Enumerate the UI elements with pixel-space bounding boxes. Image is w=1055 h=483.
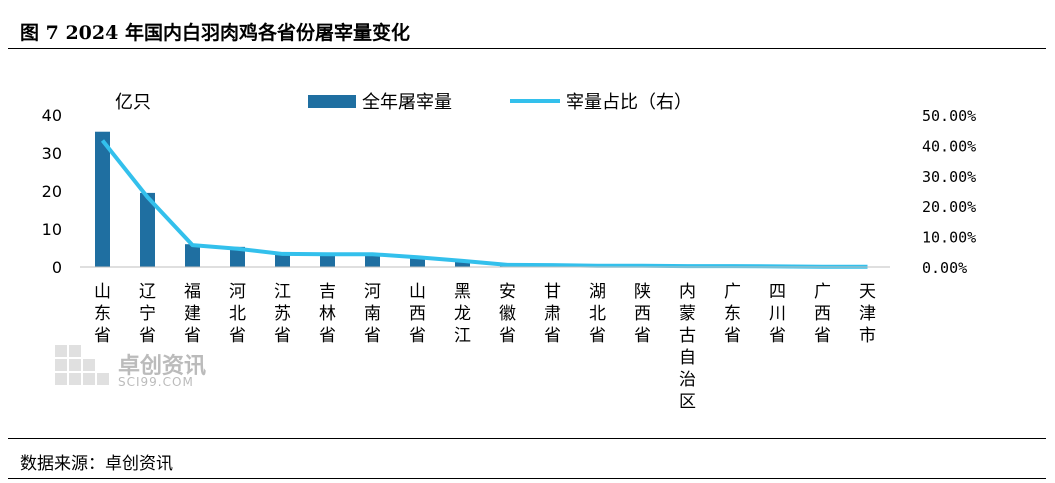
bottom-rule xyxy=(8,438,1046,439)
x-tick-label: 吉林省 xyxy=(319,282,336,346)
watermark-sub: SCI99.COM xyxy=(118,375,194,389)
source-note: 数据来源：卓创资讯 xyxy=(20,454,173,474)
bar xyxy=(320,253,335,267)
bar xyxy=(95,131,110,267)
right-tick-label: 50.00% xyxy=(922,107,976,125)
bar xyxy=(365,253,380,267)
x-tick-label: 内蒙古自治区 xyxy=(679,282,696,412)
x-tick-label: 湖北省 xyxy=(589,282,606,346)
x-tick-label: 山东省 xyxy=(94,282,111,346)
right-tick-label: 10.00% xyxy=(922,229,976,247)
x-tick-label: 山西省 xyxy=(409,282,426,346)
footer-rule xyxy=(8,478,1046,479)
legend: 全年屠宰量 宰量占比（右） xyxy=(308,92,692,113)
x-tick-label: 河北省 xyxy=(229,282,246,346)
bar xyxy=(455,260,470,267)
bar xyxy=(140,192,155,267)
left-tick-label: 40 xyxy=(42,106,62,125)
legend-bar-swatch xyxy=(308,95,356,108)
bar xyxy=(185,244,200,267)
x-tick-label: 福建省 xyxy=(184,282,201,346)
bar xyxy=(410,256,425,267)
legend-bar-label: 全年屠宰量 xyxy=(362,92,452,113)
right-tick-label: 30.00% xyxy=(922,168,976,186)
left-tick-label: 30 xyxy=(42,144,62,163)
x-tick-label: 甘肃省 xyxy=(544,282,561,346)
line-path xyxy=(100,139,868,269)
x-tick-label: 安徽省 xyxy=(499,282,516,346)
x-axis-labels: 山东省 辽宁省 福建省 河北省 江苏省 吉林省 河南省 山西省 黑龙江 安徽省 甘肃省 湖北省 陕西省 内… xyxy=(94,282,876,412)
right-tick-label: 0.00% xyxy=(922,259,967,277)
figure-title: 图 7 2024 年国内白羽肉鸡各省份屠宰量变化 xyxy=(20,22,410,44)
bar-series xyxy=(95,131,875,268)
x-tick-label: 广东省 xyxy=(724,282,741,346)
x-tick-label: 江苏省 xyxy=(274,282,291,346)
line-series xyxy=(100,139,868,269)
left-tick-label: 10 xyxy=(42,220,62,239)
legend-line-label: 宰量占比（右） xyxy=(566,92,692,113)
bar xyxy=(230,246,245,267)
x-tick-label: 四川省 xyxy=(769,282,786,346)
x-tick-label: 辽宁省 xyxy=(139,282,156,346)
right-tick-label: 40.00% xyxy=(922,137,976,155)
chart: 0 10 20 30 40 0.00% 10.00% 20.00% 30.00% 40.00% 5… xyxy=(42,92,977,412)
x-tick-label: 河南省 xyxy=(364,282,381,346)
watermark-name: 卓创资讯 xyxy=(118,354,207,379)
right-axis: 0.00% 10.00% 20.00% 30.00% 40.00% 50.00% xyxy=(922,107,976,277)
left-tick-label: 20 xyxy=(42,182,62,201)
x-tick-label: 黑龙江 xyxy=(454,282,471,346)
right-tick-label: 20.00% xyxy=(922,198,976,216)
watermark-logo xyxy=(55,345,109,385)
top-rule xyxy=(8,48,1046,49)
left-axis: 0 10 20 30 40 xyxy=(42,106,62,277)
x-tick-label: 天津市 xyxy=(859,282,876,346)
x-tick-label: 广西省 xyxy=(814,282,831,346)
bar xyxy=(275,252,290,267)
x-tick-label: 陕西省 xyxy=(634,282,651,346)
y-axis-unit-label: 亿只 xyxy=(115,92,151,113)
left-tick-label: 0 xyxy=(52,258,62,277)
